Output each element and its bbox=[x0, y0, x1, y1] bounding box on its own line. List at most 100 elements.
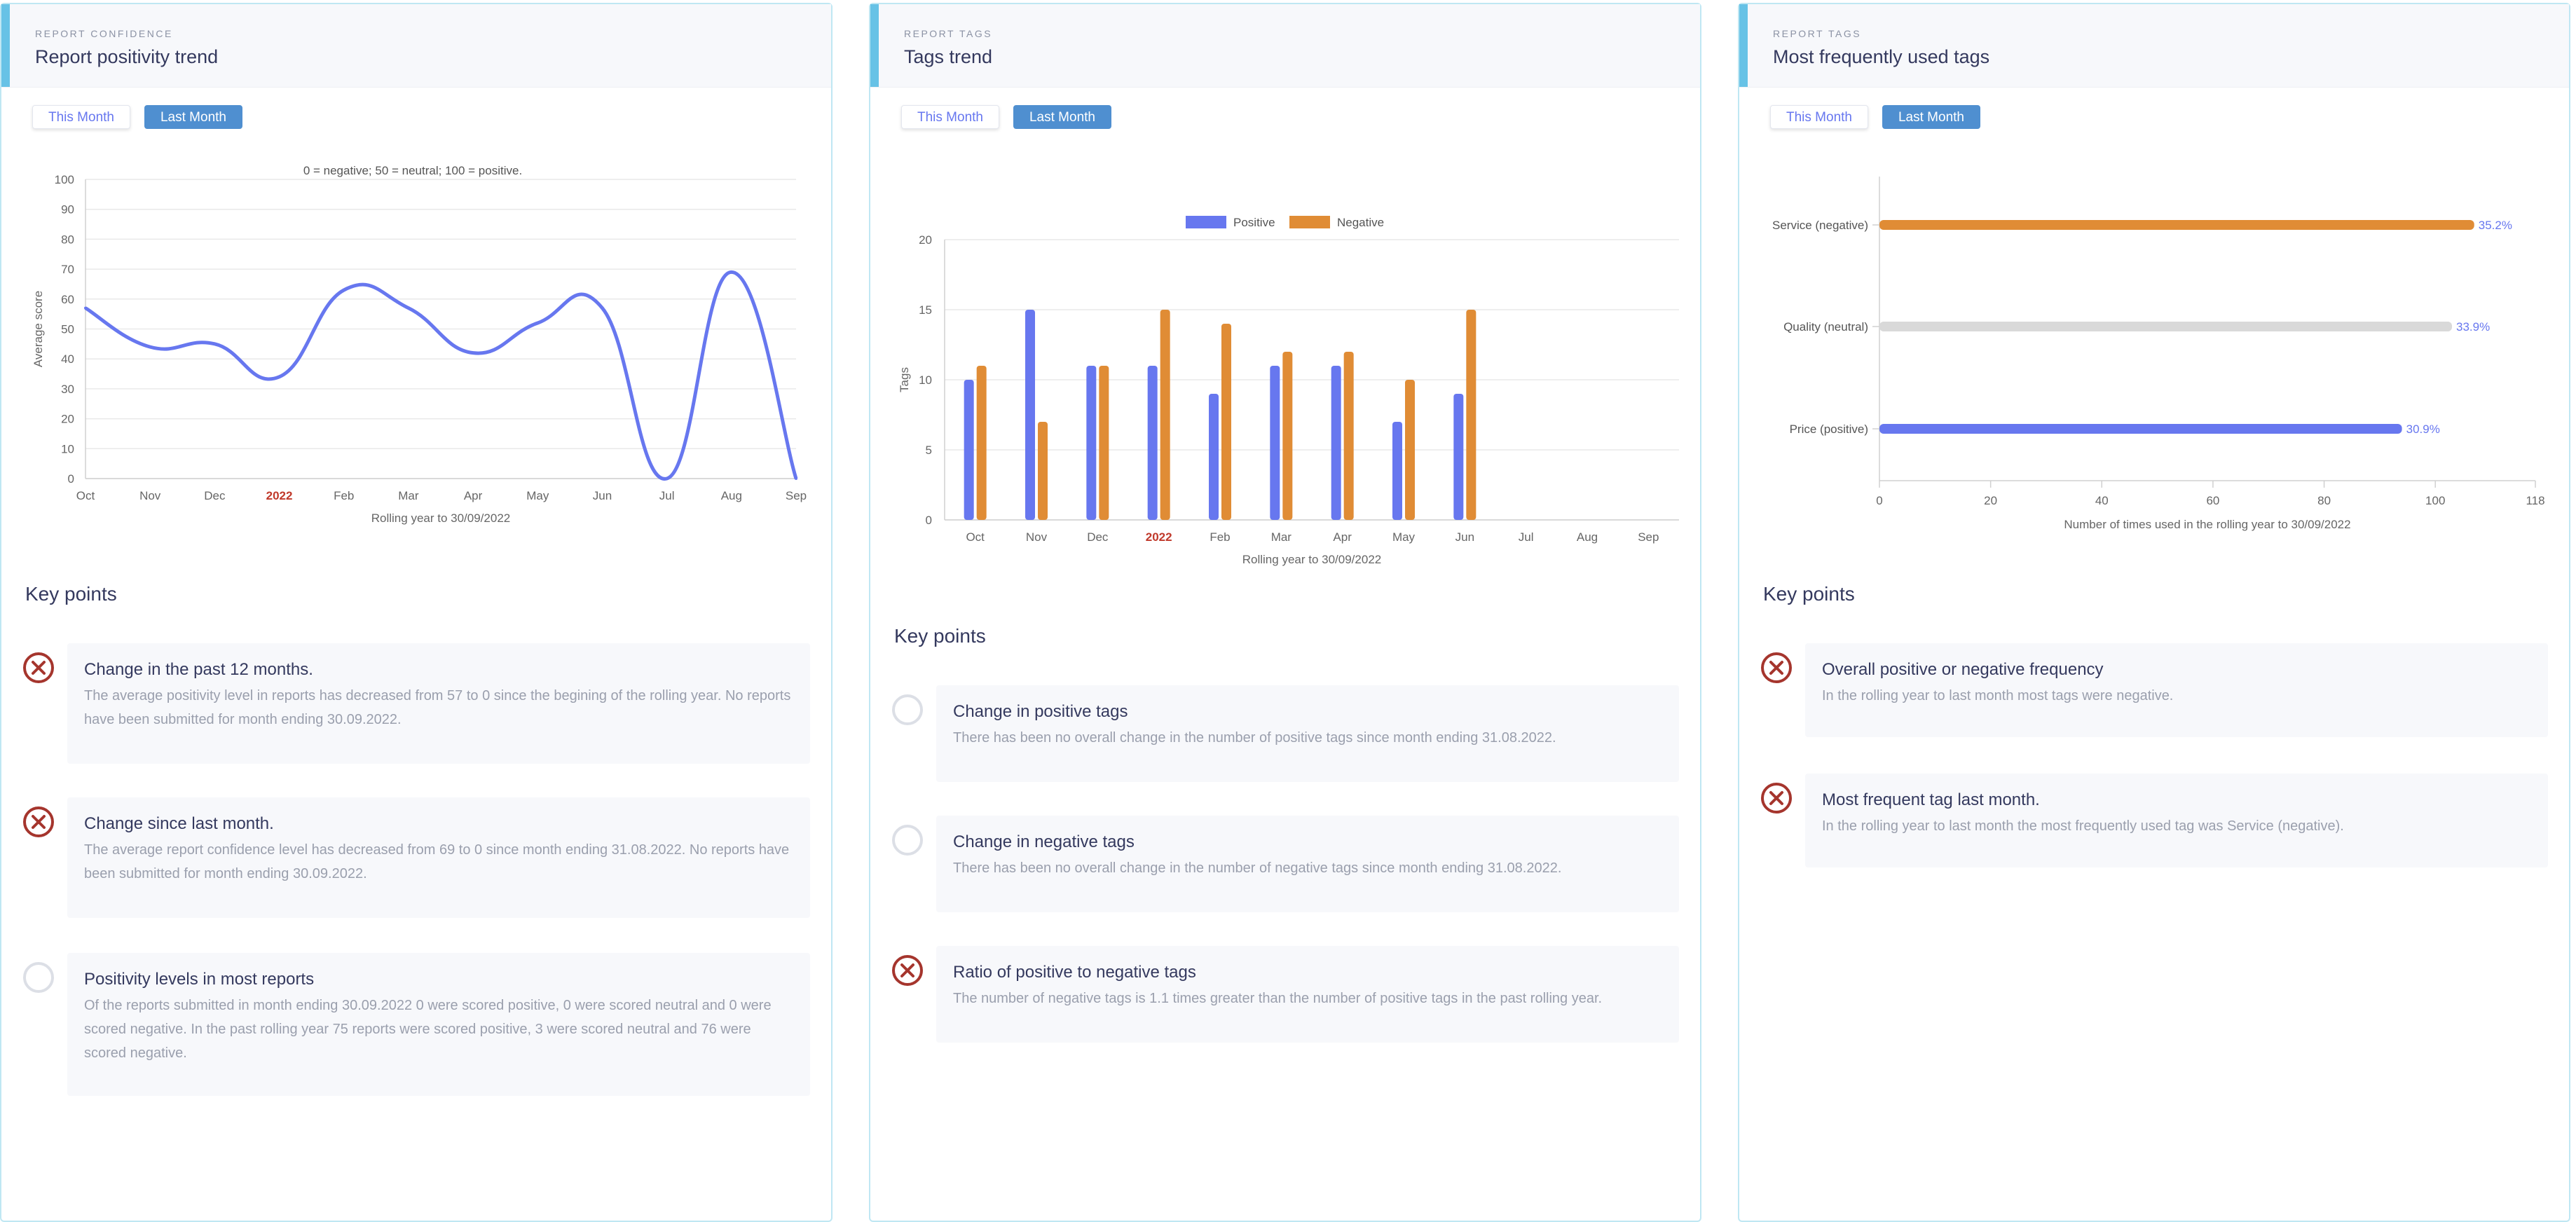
positive-bar bbox=[964, 380, 974, 520]
y-tick-label: 100 bbox=[55, 173, 74, 186]
y-tick-label: 0 bbox=[68, 472, 74, 486]
x-axis-label: Number of times used in the rolling year… bbox=[2064, 518, 2350, 531]
report-positivity-panel: REPORT CONFIDENCE Report positivity tren… bbox=[0, 3, 833, 1222]
key-point-text: The average positivity level in reports … bbox=[84, 688, 791, 727]
y-axis-label: Average score bbox=[32, 291, 45, 367]
x-tick-label: Feb bbox=[334, 489, 354, 502]
category-label: Price (positive) bbox=[1790, 423, 1868, 436]
positive-bar bbox=[1025, 310, 1035, 520]
key-point-title: Change in the past 12 months. bbox=[84, 660, 313, 679]
period-toggle: This Month Last Month bbox=[1770, 105, 1994, 132]
legend-label: Negative bbox=[1337, 216, 1384, 229]
key-point-card: Change since last month. The average repo… bbox=[67, 797, 810, 918]
frequent-tags-bar-chart: 0 20 40 60 80 100 118 Service (negative) 35.2% Qu… bbox=[1772, 177, 2545, 531]
key-point-card: Change in positive tags There has been no… bbox=[936, 685, 1679, 782]
negative-bar bbox=[1038, 422, 1048, 520]
legend-label: Positive bbox=[1233, 216, 1275, 229]
chart-legend: Positive Negative bbox=[1186, 216, 1384, 229]
x-tick-label: 20 bbox=[1984, 494, 1997, 507]
this-month-button[interactable]: This Month bbox=[32, 105, 130, 129]
key-point-title: Change since last month. bbox=[84, 814, 274, 833]
last-month-button[interactable]: Last Month bbox=[144, 105, 242, 129]
positive-bar bbox=[1147, 366, 1158, 520]
data-point bbox=[729, 270, 733, 274]
key-point-card: Overall positive or negative frequency In… bbox=[1805, 643, 2548, 737]
key-points-title: Key points bbox=[894, 625, 986, 647]
y-tick-label: 10 bbox=[919, 373, 932, 387]
x-tick-label: Aug bbox=[721, 489, 742, 502]
positive-bar bbox=[1331, 366, 1341, 520]
x-tick-label: Jul bbox=[659, 489, 675, 502]
positive-bar bbox=[1392, 422, 1402, 520]
key-point-title: Ratio of positive to negative tags bbox=[953, 963, 1196, 982]
negative-bar bbox=[1282, 352, 1293, 520]
x-tick-label: Sep bbox=[1638, 530, 1659, 544]
key-point-text: There has been no overall change in the … bbox=[953, 860, 1562, 876]
period-toggle: This Month Last Month bbox=[901, 105, 1125, 132]
y-tick-label: 70 bbox=[61, 263, 74, 276]
key-point-card: Change in negative tags There has been no… bbox=[936, 816, 1679, 912]
key-point-card: Positivity levels in most reports Of the … bbox=[67, 953, 810, 1096]
negative-bar bbox=[1466, 310, 1477, 520]
x-tick-label: Apr bbox=[464, 489, 483, 502]
last-month-button[interactable]: Last Month bbox=[1882, 105, 1980, 129]
tag-bar bbox=[1879, 322, 2453, 331]
last-month-button[interactable]: Last Month bbox=[1013, 105, 1111, 129]
data-point bbox=[472, 351, 475, 355]
chart-note: 0 = negative; 50 = neutral; 100 = positi… bbox=[303, 164, 522, 177]
positive-bar bbox=[1209, 394, 1219, 520]
key-point-card: Most frequent tag last month. In the roll… bbox=[1805, 774, 2548, 867]
key-point-title: Positivity levels in most reports bbox=[84, 970, 315, 989]
data-point bbox=[601, 306, 604, 310]
key-point-title: Most frequent tag last month. bbox=[1822, 790, 2040, 809]
x-tick-label: Aug bbox=[1577, 530, 1598, 544]
x-tick-label: 0 bbox=[1876, 494, 1882, 507]
x-tick-label: May bbox=[1392, 530, 1416, 544]
period-toggle: This Month Last Month bbox=[32, 105, 256, 132]
y-tick-label: 20 bbox=[919, 233, 932, 247]
category-label: Service (negative) bbox=[1772, 219, 1868, 232]
x-tick-label: Dec bbox=[204, 489, 226, 502]
data-point bbox=[795, 477, 797, 480]
negative-bar bbox=[976, 366, 987, 520]
y-tick-label: 5 bbox=[926, 444, 932, 457]
data-point bbox=[536, 321, 540, 324]
this-month-button[interactable]: This Month bbox=[1770, 105, 1868, 129]
x-tick-label: 80 bbox=[2317, 494, 2331, 507]
legend-swatch bbox=[1289, 216, 1330, 228]
key-point-text: In the rolling year to last month most t… bbox=[1822, 688, 2174, 703]
bar-data-label: 33.9% bbox=[2456, 320, 2490, 334]
key-point-card: Ratio of positive to negative tags The nu… bbox=[936, 946, 1679, 1043]
x-tick-label: 2022 bbox=[1146, 530, 1172, 544]
panel-title: Tags trend bbox=[904, 46, 993, 67]
x-tick-label: Jun bbox=[1455, 530, 1474, 544]
x-tick-label: 100 bbox=[2425, 494, 2445, 507]
x-tick-label: 60 bbox=[2206, 494, 2219, 507]
frequent-tags-panel: REPORT TAGS Most frequently used tags Th… bbox=[1738, 3, 2570, 1222]
x-tick-label: May bbox=[526, 489, 549, 502]
x-tick-label: Nov bbox=[139, 489, 161, 502]
key-point-title: Change in positive tags bbox=[953, 702, 1128, 721]
x-tick-label: Jul bbox=[1519, 530, 1534, 544]
x-tick-label: Dec bbox=[1087, 530, 1109, 544]
series-line bbox=[84, 270, 798, 481]
tag-bar bbox=[1879, 424, 2402, 434]
x-tick-label: Jun bbox=[593, 489, 612, 502]
x-tick-label: Mar bbox=[398, 489, 419, 502]
this-month-button[interactable]: This Month bbox=[901, 105, 999, 129]
panel-header: REPORT TAGS Tags trend bbox=[870, 4, 1700, 88]
tag-bar bbox=[1879, 220, 2474, 230]
key-point-text: In the rolling year to last month the mo… bbox=[1822, 818, 2344, 834]
empty-circle-icon bbox=[892, 825, 923, 856]
y-tick-label: 90 bbox=[61, 203, 74, 217]
negative-bar bbox=[1343, 352, 1354, 520]
key-point-card: Change in the past 12 months. The average… bbox=[67, 643, 810, 764]
tags-bar-chart: Positive Negative 0 5 10 15 20 Oct Nov Dec 2022 Feb… bbox=[898, 216, 1679, 566]
negative-bar bbox=[1160, 310, 1170, 520]
panel-kicker: REPORT CONFIDENCE bbox=[35, 28, 173, 39]
y-tick-label: 60 bbox=[61, 293, 74, 306]
y-tick-label: 20 bbox=[61, 413, 74, 426]
positivity-line-chart: 0 = negative; 50 = neutral; 100 = positi… bbox=[32, 164, 807, 525]
bar-data-label: 35.2% bbox=[2479, 219, 2512, 232]
negative-bar bbox=[1405, 380, 1415, 520]
